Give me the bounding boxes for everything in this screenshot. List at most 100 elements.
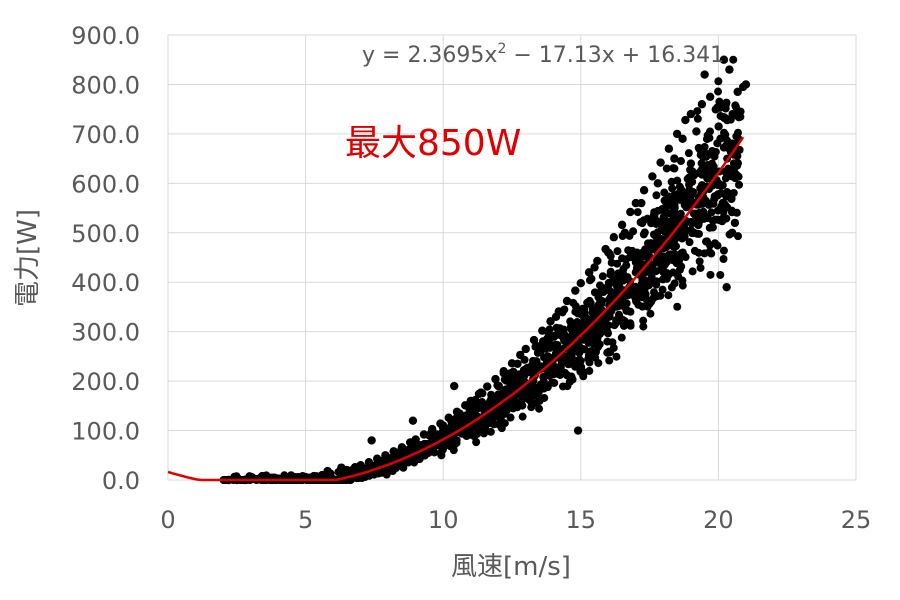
data-point <box>736 112 745 121</box>
data-point <box>545 325 554 334</box>
data-point <box>722 192 731 201</box>
data-point <box>621 255 630 264</box>
data-point <box>723 143 732 152</box>
data-point <box>721 104 730 113</box>
data-point <box>565 377 574 386</box>
data-point <box>686 109 696 119</box>
data-point <box>707 249 716 258</box>
data-point <box>719 55 729 64</box>
y-tick-label: 200.0 <box>71 368 140 396</box>
data-point <box>637 198 646 208</box>
data-point <box>668 216 677 225</box>
data-point <box>639 322 648 331</box>
data-point <box>506 413 515 422</box>
data-point <box>605 249 614 258</box>
data-point <box>682 203 691 212</box>
data-point <box>646 239 655 248</box>
data-point <box>664 291 673 300</box>
data-point <box>652 280 661 289</box>
data-point <box>605 356 614 365</box>
data-point <box>618 231 627 240</box>
data-point <box>664 144 674 153</box>
data-point <box>700 249 709 258</box>
data-point <box>668 184 677 193</box>
data-point <box>706 270 715 279</box>
data-point <box>629 227 638 236</box>
data-point <box>685 173 694 182</box>
data-point <box>693 216 702 225</box>
data-point <box>686 217 695 226</box>
data-point <box>662 164 671 173</box>
data-point <box>652 267 661 276</box>
data-point <box>588 305 597 314</box>
data-point <box>614 310 623 319</box>
data-point <box>550 378 559 387</box>
data-point <box>567 359 576 368</box>
data-point <box>609 233 619 242</box>
data-point <box>635 291 644 300</box>
data-point <box>648 172 657 181</box>
data-point <box>741 80 751 89</box>
data-point <box>595 328 604 337</box>
data-point <box>649 294 658 303</box>
data-point <box>703 150 712 159</box>
data-point <box>733 159 742 168</box>
data-point <box>684 149 693 158</box>
data-point <box>590 263 599 272</box>
data-point <box>585 358 594 367</box>
scatter-points <box>219 55 751 485</box>
y-axis-title: 電力[W] <box>13 209 43 307</box>
data-point <box>735 180 744 189</box>
data-point <box>660 188 669 197</box>
data-point <box>587 347 596 356</box>
data-point <box>337 463 346 472</box>
data-point <box>551 312 561 322</box>
data-point <box>583 298 592 307</box>
data-point <box>706 164 715 173</box>
data-point <box>580 314 589 323</box>
data-point <box>478 389 487 398</box>
data-point <box>540 393 549 402</box>
data-point <box>692 127 701 136</box>
data-point <box>674 272 683 281</box>
data-point <box>640 228 649 237</box>
x-axis-ticks: 0 5 10 15 20 25 <box>160 506 871 534</box>
data-point <box>729 55 738 64</box>
data-point <box>672 242 681 251</box>
data-point <box>538 326 547 335</box>
trendline <box>167 136 745 482</box>
data-point <box>714 122 723 131</box>
data-point <box>569 340 578 349</box>
equation-prefix: y = 2.3695x <box>362 43 497 68</box>
data-point <box>596 287 605 296</box>
data-point <box>603 337 612 346</box>
data-point <box>685 238 694 247</box>
y-tick-label: 500.0 <box>71 220 140 248</box>
data-point <box>713 241 722 250</box>
data-point <box>560 330 569 339</box>
data-point <box>473 403 482 412</box>
data-point <box>598 272 607 281</box>
data-point <box>585 268 594 277</box>
data-point <box>719 255 728 264</box>
data-point <box>606 270 615 279</box>
data-point <box>665 209 674 218</box>
data-point <box>652 255 661 264</box>
data-point <box>657 234 666 243</box>
data-point <box>631 258 640 267</box>
x-tick-label: 5 <box>298 506 313 534</box>
data-point <box>471 395 480 404</box>
data-point <box>693 107 702 116</box>
data-point <box>612 317 621 326</box>
data-point <box>616 277 625 286</box>
data-point <box>624 246 633 255</box>
data-point <box>437 451 446 460</box>
data-point <box>658 275 667 284</box>
data-point <box>670 154 679 163</box>
data-point <box>488 398 497 407</box>
data-point <box>579 372 588 381</box>
data-point <box>529 385 538 394</box>
y-tick-label: 300.0 <box>71 319 140 347</box>
data-point <box>452 438 461 447</box>
